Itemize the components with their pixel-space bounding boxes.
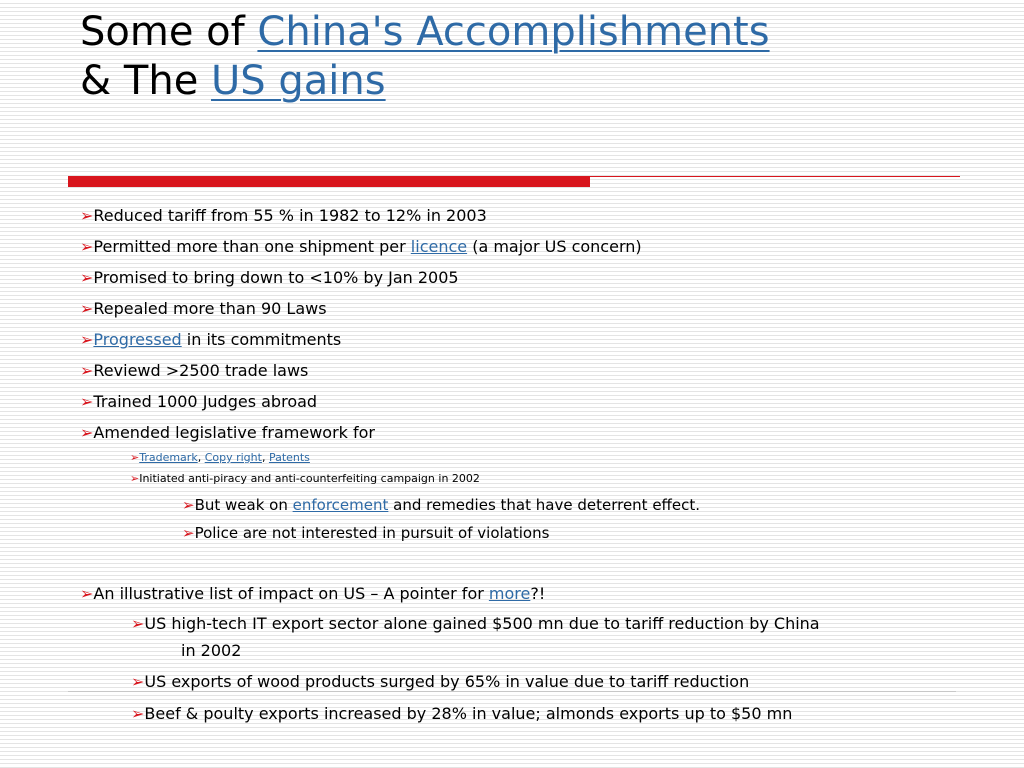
bullet-text: Reviewd >2500 trade laws: [93, 361, 309, 380]
bullet-trained-judges: ➢Trained 1000 Judges abroad: [80, 392, 317, 412]
arrow-bullet-icon: ➢: [80, 584, 94, 603]
link-more[interactable]: more: [488, 584, 531, 603]
sub-bullet-us-hightech: ➢US high-tech IT export sector alone gai…: [131, 614, 820, 634]
arrow-bullet-icon: ➢: [182, 496, 195, 514]
title-link-china-accomplishments[interactable]: China's Accomplishments: [257, 9, 770, 55]
sub-bullet-us-wood: ➢US exports of wood products surged by 6…: [131, 672, 749, 692]
arrow-bullet-icon: ➢: [80, 206, 94, 225]
bullet-text: Initiated anti-piracy and anti-counterfe…: [139, 472, 480, 485]
bullet-text: Police are not interested in pursuit of …: [194, 524, 550, 542]
arrow-bullet-icon: ➢: [80, 392, 94, 411]
bullet-illustrative-list: ➢An illustrative list of impact on US – …: [80, 584, 545, 604]
bullet-text: Reduced tariff from 55 % in 1982 to 12% …: [93, 206, 487, 225]
bullet-text: Amended legislative framework for: [93, 423, 376, 442]
bullet-text: But weak on: [194, 496, 293, 514]
arrow-bullet-icon: ➢: [80, 268, 94, 287]
bullet-text: Beef & poulty exports increased by 28% i…: [144, 704, 793, 723]
title-divider-line: [590, 176, 960, 177]
arrow-bullet-icon: ➢: [80, 237, 94, 256]
bullet-reduced-tariff: ➢Reduced tariff from 55 % in 1982 to 12%…: [80, 206, 487, 226]
link-enforcement[interactable]: enforcement: [292, 496, 389, 514]
sub-bullet-us-beef: ➢Beef & poulty exports increased by 28% …: [131, 704, 792, 724]
arrow-bullet-icon: ➢: [131, 614, 145, 633]
bullet-reviewed-laws: ➢Reviewd >2500 trade laws: [80, 361, 308, 381]
arrow-bullet-icon: ➢: [80, 423, 94, 442]
arrow-bullet-icon: ➢: [80, 330, 94, 349]
bullet-promised-tariff: ➢Promised to bring down to <10% by Jan 2…: [80, 268, 459, 288]
link-trademark[interactable]: Trademark: [139, 451, 198, 464]
separator-text: ,: [197, 451, 205, 464]
arrow-bullet-icon: ➢: [130, 451, 140, 464]
bullet-text: US exports of wood products surged by 65…: [144, 672, 750, 691]
bullet-text: Promised to bring down to <10% by Jan 20…: [93, 268, 459, 287]
link-copy-right[interactable]: Copy right: [204, 451, 262, 464]
footer-divider-line: [68, 691, 956, 692]
link-progressed[interactable]: Progressed: [93, 330, 182, 349]
bullet-permitted-shipment: ➢Permitted more than one shipment per li…: [80, 237, 642, 257]
bullet-text: An illustrative list of impact on US – A…: [93, 584, 489, 603]
arrow-bullet-icon: ➢: [182, 524, 195, 542]
slide-title: Some of China's Accomplishments & The US…: [80, 8, 770, 106]
bullet-progressed: ➢Progressed in its commitments: [80, 330, 341, 350]
separator-text: ,: [261, 451, 269, 464]
arrow-bullet-icon: ➢: [130, 472, 140, 485]
title-line1-prefix: Some of: [80, 9, 258, 55]
link-patents[interactable]: Patents: [268, 451, 310, 464]
sub-bullet-ip-types: ➢Trademark, Copy right, Patents: [130, 451, 310, 465]
bullet-text: and remedies that have deterrent effect.: [388, 496, 701, 514]
arrow-bullet-icon: ➢: [131, 704, 145, 723]
bullet-repealed-laws: ➢Repealed more than 90 Laws: [80, 299, 327, 319]
bullet-text: Permitted more than one shipment per: [93, 237, 411, 256]
bullet-text: ?!: [530, 584, 546, 603]
sub-sub-bullet-weak-enforcement: ➢But weak on enforcement and remedies th…: [182, 496, 700, 515]
arrow-bullet-icon: ➢: [131, 672, 145, 691]
sub-sub-bullet-police: ➢Police are not interested in pursuit of…: [182, 524, 549, 543]
link-licence[interactable]: licence: [410, 237, 468, 256]
bullet-text: (a major US concern): [467, 237, 642, 256]
sub-bullet-anti-piracy: ➢Initiated anti-piracy and anti-counterf…: [130, 472, 480, 486]
arrow-bullet-icon: ➢: [80, 299, 94, 318]
title-divider-bar: [68, 176, 590, 187]
bullet-amended-framework: ➢Amended legislative framework for: [80, 423, 375, 443]
title-line2-prefix: & The: [80, 58, 212, 104]
bullet-text: Trained 1000 Judges abroad: [93, 392, 318, 411]
arrow-bullet-icon: ➢: [80, 361, 94, 380]
bullet-text: Repealed more than 90 Laws: [93, 299, 327, 318]
bullet-text: in its commitments: [181, 330, 342, 349]
title-link-us-gains[interactable]: US gains: [211, 58, 386, 104]
sub-bullet-us-hightech-continued: in 2002: [181, 641, 242, 660]
bullet-text: US high-tech IT export sector alone gain…: [144, 614, 820, 633]
